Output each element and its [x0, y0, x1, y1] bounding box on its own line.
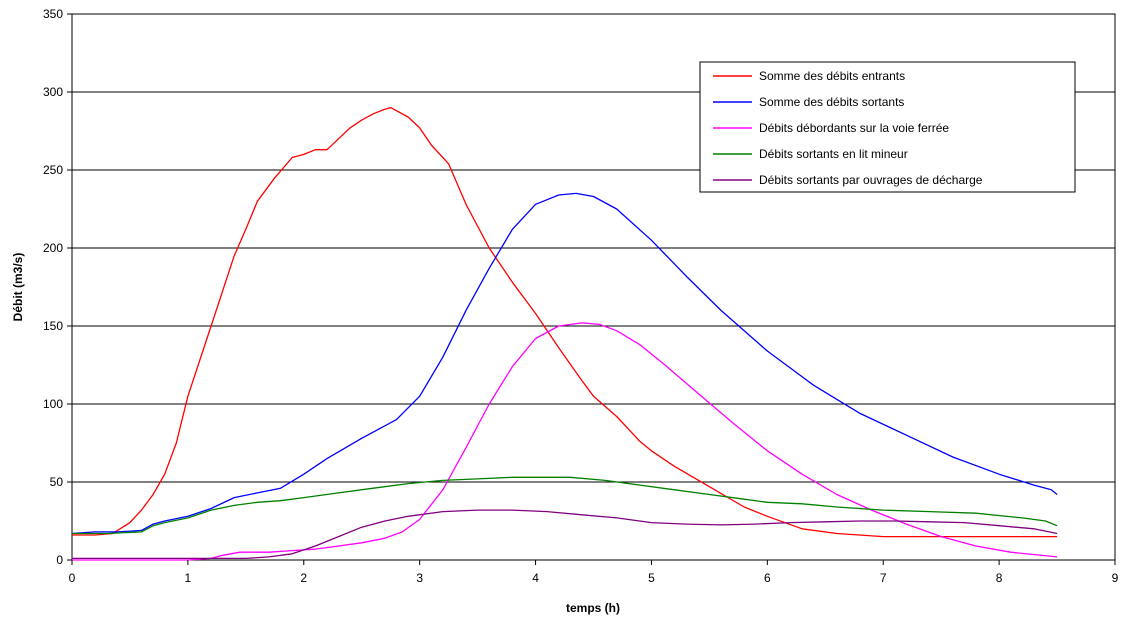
- legend-box: [699, 61, 1076, 193]
- series-line-5: [72, 509, 1058, 560]
- series-lines: [71, 106, 1058, 561]
- x-tick-label: 0: [69, 571, 76, 585]
- legend-label-2: Somme des débits sortants: [759, 95, 904, 109]
- x-tick-label: 5: [648, 571, 655, 585]
- axis-ticks: 0 50 100 150 200 250 300 350 0 1 2 3 4 5 6 7 8 9: [43, 7, 1119, 585]
- legend-label-1: Somme des débits entrants: [759, 69, 905, 83]
- x-axis-title: temps (h): [566, 601, 620, 615]
- gridlines: [72, 91, 1115, 483]
- series-line-2: [71, 192, 1058, 535]
- y-tick-label: 100: [43, 397, 63, 411]
- y-tick-label: 0: [56, 553, 63, 567]
- y-tick-label: 200: [43, 241, 63, 255]
- x-tick-label: 3: [416, 571, 423, 585]
- legend-label-3: Débits débordants sur la voie ferrée: [759, 121, 949, 135]
- legend-label-4: Débits sortants en lit mineur: [759, 147, 908, 161]
- x-tick-label: 2: [300, 571, 307, 585]
- series-line-1: [72, 106, 1058, 538]
- y-tick-label: 350: [43, 7, 63, 21]
- x-tick-label: 1: [185, 571, 192, 585]
- y-tick-label: 50: [50, 475, 64, 489]
- x-tick-label: 4: [532, 571, 539, 585]
- y-axis-title: Débit (m3/s): [11, 253, 25, 322]
- series-line-3: [72, 322, 1058, 561]
- y-tick-label: 250: [43, 163, 63, 177]
- y-tick-label: 150: [43, 319, 63, 333]
- x-tick-label: 9: [1112, 571, 1119, 585]
- y-tick-label: 300: [43, 85, 63, 99]
- x-tick-label: 8: [996, 571, 1003, 585]
- plot-area: [71, 13, 1116, 561]
- x-tick-label: 7: [880, 571, 887, 585]
- legend-label-5: Débits sortants par ouvrages de décharge: [759, 173, 983, 187]
- legend: Somme des débits entrants Somme des débit…: [699, 61, 1076, 193]
- x-tick-label: 6: [764, 571, 771, 585]
- series-line-4: [72, 476, 1058, 535]
